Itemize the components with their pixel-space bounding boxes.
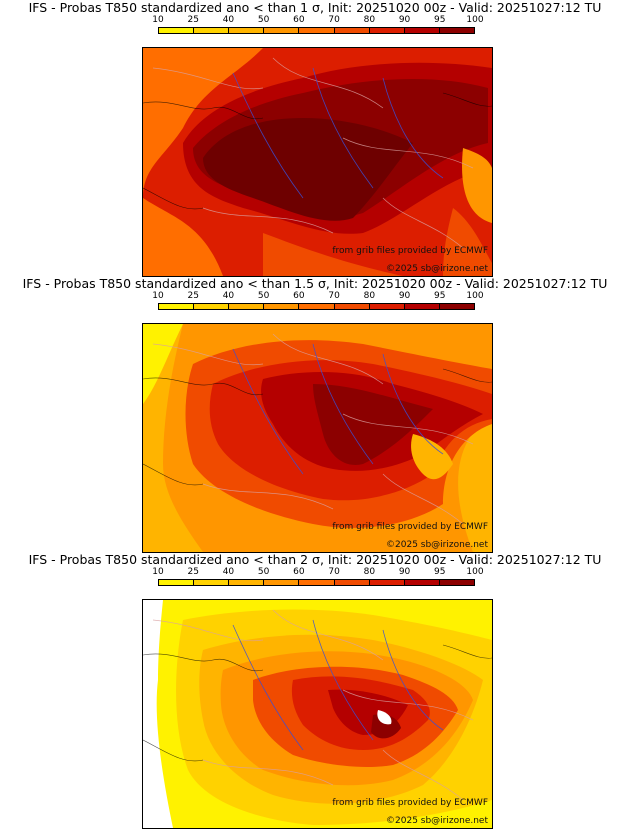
colorbar-tick-label: 40 — [222, 567, 235, 577]
panel-2: IFS - Probas T850 standardized ano < tha… — [0, 276, 630, 553]
colorbar-swatch — [229, 28, 265, 33]
colorbar-tick-label: 50 — [257, 291, 270, 301]
colorbar-tick-label: 40 — [222, 15, 235, 25]
colorbar-tick-label: 100 — [466, 15, 484, 25]
colorbar-tick-label: 70 — [328, 291, 340, 301]
copyright-note: ©2025 sb@irizone.net — [386, 264, 488, 274]
colorbar-swatch — [229, 304, 265, 309]
colorbar-swatch — [334, 304, 370, 309]
colorbar-tick-label: 90 — [398, 291, 411, 301]
colorbar-labels: 10 25 40 50 60 70 80 90 95 100 — [152, 291, 483, 303]
colorbar-swatch — [439, 304, 474, 309]
panel-1: IFS - Probas T850 standardized ano < tha… — [0, 0, 630, 277]
colorbar-swatch — [159, 304, 195, 309]
colorbar-tick-label: 10 — [152, 567, 164, 577]
colorbar-tick-label: 80 — [363, 291, 376, 301]
colorbar-swatch — [299, 580, 335, 585]
colorbar-bar — [158, 27, 475, 34]
data-source-note: from grib files provided by ECMWF — [332, 246, 488, 256]
copyright-note: ©2025 sb@irizone.net — [386, 816, 488, 826]
panel-title: IFS - Probas T850 standardized ano < tha… — [28, 552, 602, 567]
probability-map: from grib files provided by ECMWF ©2025 … — [142, 323, 493, 553]
colorbar-swatch — [369, 28, 405, 33]
colorbar-tick-label: 25 — [187, 291, 199, 301]
colorbar-tick-label: 80 — [363, 567, 376, 577]
colorbar-tick-label: 90 — [398, 567, 411, 577]
colorbar-swatch — [194, 304, 230, 309]
colorbar: 10 25 40 50 60 70 80 90 95 100 — [152, 567, 484, 593]
colorbar-tick-label: 90 — [398, 15, 411, 25]
colorbar-swatch — [404, 304, 440, 309]
colorbar-swatch — [229, 580, 265, 585]
colorbar-tick-label: 70 — [328, 567, 340, 577]
colorbar-tick-label: 60 — [293, 15, 305, 25]
colorbar-swatch — [439, 28, 474, 33]
colorbar-tick-label: 40 — [222, 291, 235, 301]
colorbar-tick-label: 50 — [257, 567, 270, 577]
colorbar-tick-label: 95 — [434, 15, 446, 25]
colorbar-labels: 10 25 40 50 60 70 80 90 95 100 — [152, 567, 483, 579]
colorbar-swatch — [404, 580, 440, 585]
colorbar: 10 25 40 50 60 70 80 90 95 100 — [152, 291, 484, 317]
colorbar-swatch — [369, 304, 405, 309]
colorbar: 10 25 40 50 60 70 80 90 95 100 — [152, 15, 484, 41]
colorbar-tick-label: 60 — [293, 567, 305, 577]
colorbar-tick-label: 50 — [257, 15, 270, 25]
colorbar-tick-label: 60 — [293, 291, 305, 301]
colorbar-tick-label: 70 — [328, 15, 340, 25]
colorbar-swatch — [404, 28, 440, 33]
colorbar-swatch — [439, 580, 474, 585]
colorbar-bar — [158, 579, 475, 586]
data-source-note: from grib files provided by ECMWF — [332, 522, 488, 532]
panel-title: IFS - Probas T850 standardized ano < tha… — [28, 0, 602, 15]
colorbar-swatch — [264, 580, 300, 585]
data-source-note: from grib files provided by ECMWF — [332, 798, 488, 808]
colorbar-tick-label: 10 — [152, 15, 164, 25]
colorbar-swatch — [299, 28, 335, 33]
panel-3: IFS - Probas T850 standardized ano < tha… — [0, 552, 630, 829]
colorbar-tick-label: 95 — [434, 567, 446, 577]
colorbar-swatch — [299, 304, 335, 309]
colorbar-tick-label: 80 — [363, 15, 376, 25]
colorbar-swatch — [194, 28, 230, 33]
colorbar-tick-label: 25 — [187, 567, 199, 577]
colorbar-swatch — [194, 580, 230, 585]
probability-map: from grib files provided by ECMWF ©2025 … — [142, 47, 493, 277]
panel-title: IFS - Probas T850 standardized ano < tha… — [22, 276, 608, 291]
colorbar-tick-label: 100 — [466, 567, 484, 577]
colorbar-bar — [158, 303, 475, 310]
colorbar-swatch — [369, 580, 405, 585]
colorbar-swatch — [334, 28, 370, 33]
map-canvas — [143, 324, 492, 552]
colorbar-tick-label: 10 — [152, 291, 164, 301]
colorbar-tick-label: 100 — [466, 291, 484, 301]
map-canvas — [143, 48, 492, 276]
colorbar-tick-label: 25 — [187, 15, 199, 25]
colorbar-swatch — [159, 28, 195, 33]
colorbar-tick-label: 95 — [434, 291, 446, 301]
copyright-note: ©2025 sb@irizone.net — [386, 540, 488, 550]
colorbar-swatch — [159, 580, 195, 585]
probability-map: from grib files provided by ECMWF ©2025 … — [142, 599, 493, 829]
colorbar-labels: 10 25 40 50 60 70 80 90 95 100 — [152, 15, 483, 27]
colorbar-swatch — [264, 304, 300, 309]
colorbar-swatch — [264, 28, 300, 33]
colorbar-swatch — [334, 580, 370, 585]
map-canvas — [143, 600, 492, 828]
